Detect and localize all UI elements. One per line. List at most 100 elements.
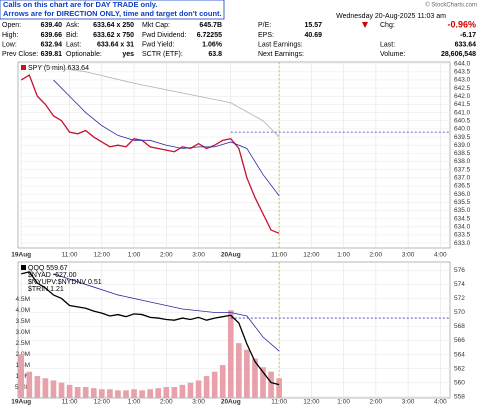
field-value: 639.81 <box>41 51 63 58</box>
field-value: -0.96% <box>447 19 476 29</box>
field-value: 633.62 x 750 <box>93 32 134 39</box>
volume-bar <box>155 388 162 398</box>
down-arrow <box>362 22 368 28</box>
x-tick-label: 11:00 <box>62 252 78 259</box>
field-value: 28,606,548 <box>441 51 476 58</box>
price-line <box>21 271 280 386</box>
y2-tick-label: 4.5M <box>16 296 30 303</box>
volume-bar <box>163 387 170 398</box>
field-value: 645.7B <box>199 22 222 29</box>
x-tick-label: 11:00 <box>271 399 287 406</box>
x-tick-label: 3:00 <box>402 399 415 406</box>
y-tick-label: 642.5 <box>454 85 471 92</box>
legend-swatch <box>21 65 26 70</box>
x-tick-label: 1:00 <box>337 252 350 259</box>
x-tick-label: 19Aug <box>11 399 31 406</box>
field-label: SCTR (ETF): <box>142 51 183 58</box>
y-tick-label: 640.0 <box>454 126 471 133</box>
volume-bar <box>203 376 210 398</box>
y-tick-label: 633.5 <box>454 232 471 239</box>
field-value: yes <box>122 51 134 58</box>
y-tick-label: 643.0 <box>454 77 471 84</box>
y-tick-label: 643.5 <box>454 69 471 76</box>
x-tick-label: 11:00 <box>271 252 287 259</box>
field-label: High: <box>2 32 18 39</box>
x-tick-label: 4:00 <box>434 252 447 259</box>
x-tick-label: 2:00 <box>370 399 383 406</box>
x-tick-label: 2:00 <box>160 252 173 259</box>
field-label: Last Earnings: <box>258 41 303 48</box>
x-tick-label: 4:00 <box>434 399 447 406</box>
annotation-box <box>0 0 225 20</box>
x-tick-label: 12:00 <box>94 399 111 406</box>
y-tick-label: 635.0 <box>454 207 471 214</box>
x-tick-label: 19Aug <box>11 252 31 259</box>
volume-bar <box>123 390 129 398</box>
field-label: Optionable: <box>66 51 102 58</box>
y-tick-label: 564 <box>454 351 465 358</box>
volume-bar <box>82 387 89 398</box>
field-value: -6.17 <box>460 32 476 39</box>
y-tick-label: 642.0 <box>454 93 471 100</box>
field-label: EPS: <box>258 32 274 39</box>
y-tick-label: 640.5 <box>454 117 471 124</box>
y-tick-label: 633.0 <box>454 240 471 247</box>
volume-bar <box>74 387 81 398</box>
volume-bar <box>211 371 218 398</box>
x-tick-label: 11:00 <box>62 399 78 406</box>
moving-average <box>53 273 280 352</box>
volume-bar <box>187 382 194 398</box>
date: Wednesday 20-Aug-2025 11:03 am <box>336 13 446 20</box>
y-tick-label: 572 <box>454 295 465 302</box>
price-line <box>20 74 280 234</box>
x-tick-label: 12:00 <box>94 252 111 259</box>
x-tick-label: 20Aug <box>221 252 241 259</box>
volume-bar <box>276 378 282 398</box>
volume-bar <box>18 354 25 398</box>
field-value: 15.57 <box>304 22 322 29</box>
volume-bar <box>147 389 153 398</box>
field-value: 632.94 <box>41 41 63 48</box>
volume-bar <box>115 390 121 398</box>
volume-bar <box>195 380 202 398</box>
y-tick-label: 636.5 <box>454 183 471 190</box>
field-value: 639.66 <box>41 32 63 39</box>
x-tick-label: 2:00 <box>160 399 173 406</box>
x-tick-label: 12:00 <box>303 252 320 259</box>
volume-bar <box>131 389 137 398</box>
volume-bar <box>179 384 186 398</box>
volume-bar <box>244 349 250 398</box>
field-label: Next Earnings: <box>258 51 304 58</box>
volume-bar <box>227 310 234 398</box>
y-tick-label: 635.5 <box>454 199 471 206</box>
volume-bar <box>42 378 49 398</box>
field-label: Low: <box>2 41 17 48</box>
volume-bar <box>219 365 226 398</box>
field-label: Fwd Dividend: <box>142 32 186 39</box>
field-value: 6.72255 <box>197 32 222 39</box>
x-tick-label: 20Aug <box>221 399 241 406</box>
field-value: 1.06% <box>202 41 223 48</box>
field-value: 40.69 <box>304 32 322 39</box>
field-label: Ask: <box>66 22 80 29</box>
annotation-line: Arrows are for DIRECTION ONLY, time and … <box>3 9 222 18</box>
y-tick-label: 637.5 <box>454 166 471 173</box>
volume-bar <box>171 387 178 398</box>
y-tick-label: 568 <box>454 323 465 330</box>
x-tick-label: 3:00 <box>192 252 205 259</box>
y-tick-label: 634.5 <box>454 215 471 222</box>
y2-tick-label: 3.0M <box>16 329 30 336</box>
x-tick-label: 3:00 <box>192 399 205 406</box>
indicator-label: $TRIN 1.21 <box>28 286 64 293</box>
field-label: Prev Close: <box>2 51 38 58</box>
volume-bar <box>268 371 274 398</box>
y-tick-label: 574 <box>454 281 465 288</box>
y-tick-label: 566 <box>454 337 465 344</box>
annotation-line: Calls on this chart are for DAY TRADE on… <box>3 0 157 9</box>
volume-bar <box>107 389 113 398</box>
volume-bar <box>139 390 145 398</box>
field-label: Bid: <box>66 32 78 39</box>
field-value: 633.64 <box>455 41 477 48</box>
field-label: Mkt Cap: <box>142 22 170 29</box>
